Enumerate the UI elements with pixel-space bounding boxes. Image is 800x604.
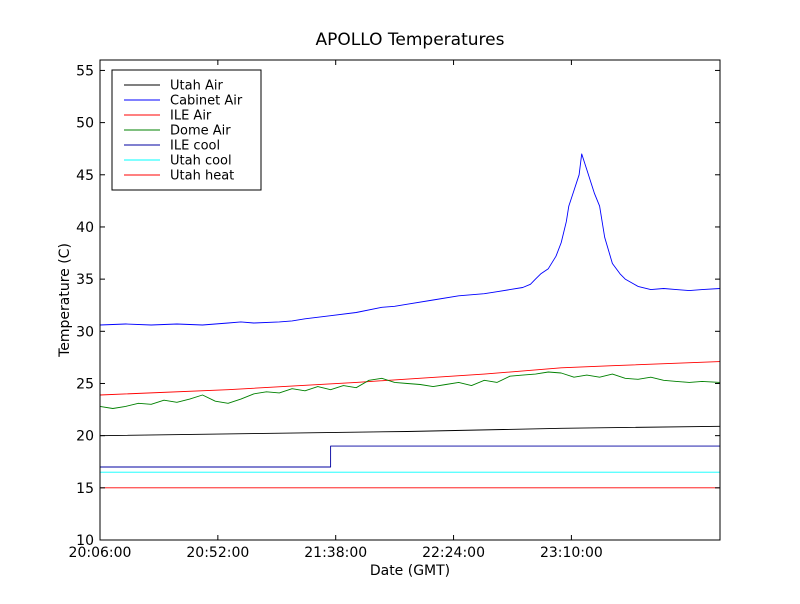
x-tick-label: 20:52:00 <box>186 545 249 561</box>
tick-layer: 10 15 20 25 30 35 40 45 50 55 20:06:00 20:52:00 21:3… <box>69 60 720 561</box>
legend-label: Cabinet Air <box>170 94 243 109</box>
y-tick-label: 50 <box>76 116 94 132</box>
y-tick-label: 55 <box>76 63 94 79</box>
series-line-dome-air <box>99 371 721 409</box>
y-tick-label: 25 <box>76 376 94 392</box>
series-line-ile-cool <box>100 445 720 468</box>
x-tick-label: 21:38:00 <box>304 545 367 561</box>
y-tick-label: 20 <box>76 429 94 445</box>
y-tick-label: 40 <box>76 220 94 236</box>
y-tick-label: 10 <box>76 533 94 549</box>
y-tick-label: 45 <box>76 168 94 184</box>
series-line-utah-air <box>99 425 721 437</box>
y-tick-label: 15 <box>76 481 94 497</box>
y-tick-label: 30 <box>76 324 94 340</box>
legend-label: ILE Air <box>170 109 212 124</box>
legend-label: Utah cool <box>170 154 232 169</box>
chart-title: APOLLO Temperatures <box>316 30 505 50</box>
x-tick-label: 20:06:00 <box>69 545 132 561</box>
legend-label: ILE cool <box>170 139 220 154</box>
plot-frame <box>99 59 721 541</box>
legend-label: Dome Air <box>170 124 231 139</box>
legend-label: Utah heat <box>170 169 234 184</box>
x-tick-label: 23:10:00 <box>540 545 603 561</box>
series-line-cabinet-air <box>99 153 721 326</box>
series-line-ile-air <box>99 361 721 396</box>
x-tick-label: 22:24:00 <box>422 545 485 561</box>
series-layer <box>99 153 721 489</box>
legend-label: Utah Air <box>170 79 223 94</box>
y-axis-label: Temperature (C) <box>57 243 73 358</box>
x-axis-label: Date (GMT) <box>370 563 450 579</box>
y-tick-label: 35 <box>76 272 94 288</box>
